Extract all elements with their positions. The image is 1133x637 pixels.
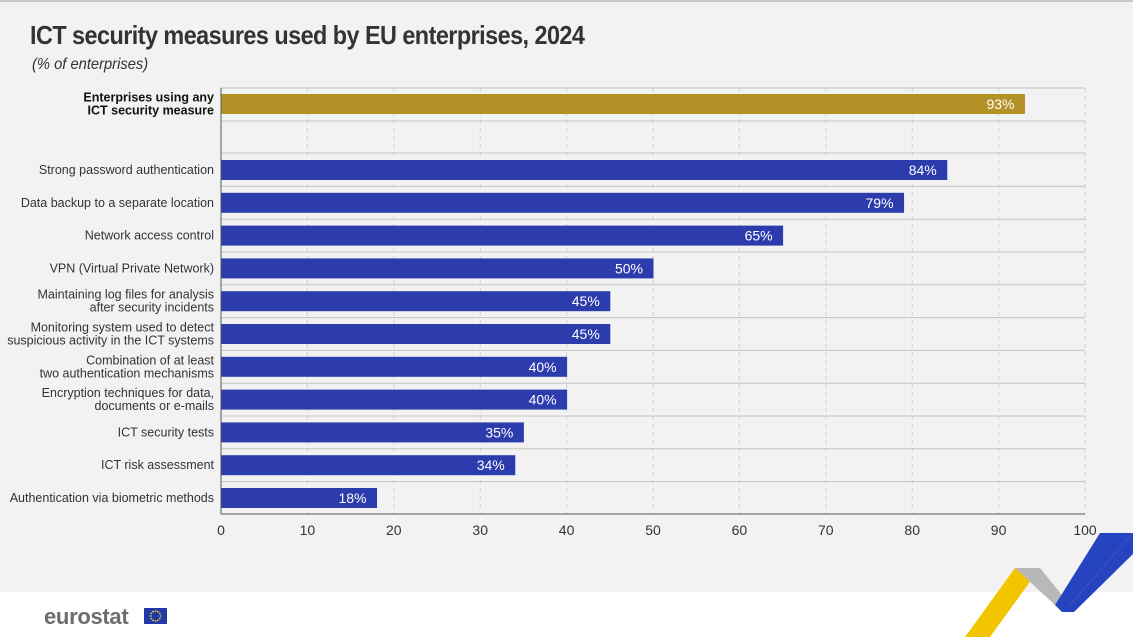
category-label: Data backup to a separate location: [21, 196, 214, 210]
category-label-line: Monitoring system used to detect: [31, 321, 215, 335]
bar-value-label: 45%: [572, 293, 600, 309]
category-label: Combination of at least two authenticatio…: [40, 353, 215, 380]
chart-title: ICT security measures used by EU enterpr…: [30, 20, 585, 50]
x-tick-label: 50: [645, 522, 661, 538]
bar-value-label: 40%: [529, 359, 557, 375]
category-label-line: Enterprises using any: [83, 91, 214, 105]
bar-value-label: 93%: [986, 96, 1014, 112]
bar-value-label: 35%: [485, 424, 513, 440]
category-label: Monitoring system used to detect suspicio…: [7, 321, 214, 348]
bar-value-label: 40%: [529, 392, 557, 408]
top-rule: [0, 0, 1133, 2]
category-label: Encryption techniques for data, documents…: [42, 386, 214, 413]
bar: [221, 488, 378, 508]
bar: [221, 160, 948, 180]
category-label-line: Authentication via biometric methods: [10, 491, 214, 505]
footer: [0, 592, 1133, 637]
category-label: Strong password authentication: [39, 163, 214, 177]
chart-subtitle: (% of enterprises): [32, 56, 149, 73]
bar: [221, 455, 516, 476]
bar: [221, 356, 568, 377]
category-label: Enterprises using any ICT security measur…: [83, 91, 214, 118]
category-label: ICT security tests: [118, 425, 214, 439]
bar-value-label: 84%: [909, 162, 937, 178]
category-label-line: Encryption techniques for data,: [42, 386, 214, 400]
x-tick-label: 100: [1073, 522, 1097, 538]
category-label-line: Maintaining log files for analysis: [38, 288, 214, 302]
category-label-line: ICT security tests: [118, 425, 214, 439]
bar-value-label: 79%: [866, 195, 894, 211]
category-label-line: ICT security measure: [88, 104, 214, 118]
eurostat-logo-text: eurostat: [44, 604, 129, 629]
bar: [221, 422, 524, 443]
x-tick-label: 60: [732, 522, 748, 538]
x-tick-label: 40: [559, 522, 575, 538]
category-label-line: Data backup to a separate location: [21, 196, 214, 210]
category-label: ICT risk assessment: [101, 458, 215, 472]
bar-value-label: 34%: [477, 457, 505, 473]
x-tick-label: 70: [818, 522, 834, 538]
bar: [221, 389, 568, 410]
bar: [221, 291, 611, 312]
eurostat-chevron-decoration: [965, 533, 1133, 637]
category-label-line: suspicious activity in the ICT systems: [7, 334, 214, 348]
category-label-line: VPN (Virtual Private Network): [50, 261, 214, 275]
category-label-line: Strong password authentication: [39, 163, 214, 177]
category-label-line: Network access control: [85, 229, 214, 243]
category-label-line: after security incidents: [90, 301, 214, 315]
eu-flag-icon: [144, 608, 167, 624]
x-tick-label: 20: [386, 522, 402, 538]
category-label-line: two authentication mechanisms: [40, 366, 214, 380]
category-label-line: Combination of at least: [86, 353, 214, 367]
highlight-bar: [221, 94, 1026, 114]
bar-value-label: 18%: [338, 490, 366, 506]
category-label: Network access control: [85, 229, 214, 243]
bar-value-label: 45%: [572, 326, 600, 342]
x-tick-label: 80: [904, 522, 920, 538]
category-label: Maintaining log files for analysis after …: [38, 288, 214, 315]
bar: [221, 192, 905, 213]
category-label: Authentication via biometric methods: [10, 491, 214, 505]
x-tick-label: 0: [217, 522, 225, 538]
bar-value-label: 50%: [615, 260, 643, 276]
category-label: VPN (Virtual Private Network): [50, 261, 214, 275]
bar: [221, 324, 611, 344]
bar-value-label: 65%: [745, 228, 773, 244]
x-tick-label: 90: [991, 522, 1007, 538]
category-label-line: documents or e-mails: [95, 399, 215, 413]
x-tick-label: 10: [300, 522, 316, 538]
bar: [221, 225, 784, 246]
bar-chart: 0 10 20 30 40 50 60 70 80 90 100 93% Enterprises usi…: [7, 87, 1097, 538]
bar: [221, 258, 654, 279]
x-tick-label: 30: [472, 522, 488, 538]
category-label-line: ICT risk assessment: [101, 458, 215, 472]
